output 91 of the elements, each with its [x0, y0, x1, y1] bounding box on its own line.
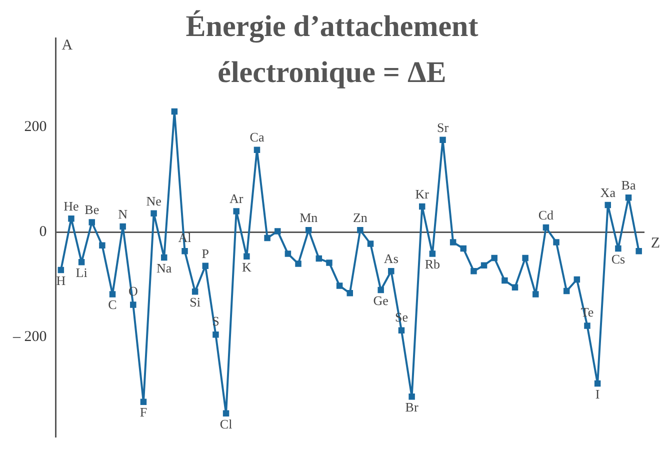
point: [140, 398, 147, 405]
point: [491, 254, 498, 262]
x-tick-label: I: [595, 386, 600, 402]
x-tick-label: Mn: [300, 210, 318, 226]
x-tick-label: Br: [405, 399, 419, 414]
point: [636, 248, 642, 254]
point: [99, 242, 106, 248]
point: [316, 255, 322, 262]
point: [625, 194, 632, 201]
point: [357, 227, 364, 234]
point: [460, 245, 467, 252]
point: [264, 234, 270, 242]
point: [584, 322, 590, 329]
x-tick-label: Xa: [600, 184, 616, 200]
point: [398, 327, 405, 334]
x-tick-label: Li: [76, 265, 88, 280]
point: [418, 203, 426, 210]
point: [182, 248, 188, 254]
point: [470, 268, 477, 274]
x-tick-label: P: [202, 246, 210, 261]
point: [130, 302, 136, 308]
point: [574, 276, 580, 283]
x-tick-label: Ar: [229, 191, 244, 206]
point: [254, 146, 260, 153]
point: [378, 286, 384, 294]
point: [604, 202, 611, 208]
x-tick-label: As: [384, 251, 398, 266]
x-tick-label: He: [64, 198, 80, 214]
point: [440, 136, 446, 143]
x-tick-label: Ne: [146, 193, 162, 208]
x-tick-label: Be: [84, 202, 100, 218]
point: [295, 260, 302, 267]
point: [78, 259, 85, 266]
point: [58, 266, 64, 274]
point: [192, 288, 198, 295]
point: [305, 227, 312, 234]
point: [336, 282, 343, 289]
point: [202, 262, 209, 269]
point: [160, 254, 168, 261]
x-tick-label: K: [242, 259, 252, 274]
x-tick-label: Cd: [538, 207, 554, 222]
point: [542, 224, 550, 231]
point: [522, 254, 528, 262]
point: [450, 239, 456, 246]
x-tick-label: Ca: [250, 130, 264, 145]
x-tick-label: Ge: [373, 292, 389, 308]
x-axis-title: Z: [650, 236, 660, 252]
point: [274, 228, 281, 234]
point: [388, 268, 394, 274]
x-tick-label: H: [56, 272, 66, 288]
point: [233, 208, 240, 214]
point: [512, 284, 518, 290]
point: [68, 215, 74, 222]
point: [326, 260, 332, 266]
point: [429, 250, 436, 257]
point: [150, 210, 157, 216]
point: [408, 393, 415, 400]
y-tick-label: 200: [24, 119, 47, 136]
point: [120, 223, 126, 230]
x-tick-label: F: [140, 404, 148, 420]
x-tick-label: Cl: [220, 416, 233, 432]
y-tick-label: – 200: [12, 329, 47, 346]
point: [367, 240, 374, 247]
x-tick-label: Rb: [424, 256, 440, 272]
point: [212, 332, 219, 338]
point: [284, 250, 292, 257]
y-tick-label: 0: [39, 224, 47, 240]
point: [532, 291, 539, 298]
x-tick-label: Kr: [415, 186, 430, 202]
point: [594, 380, 601, 387]
point: [88, 219, 95, 226]
x-tick-label: Na: [156, 260, 172, 276]
x-tick-label: C: [108, 297, 117, 312]
point: [563, 288, 570, 294]
x-tick-label: Zn: [352, 210, 368, 226]
x-tick-label: Cs: [611, 251, 626, 266]
point: [346, 290, 353, 296]
point: [222, 410, 230, 416]
point: [502, 277, 508, 284]
point: [244, 253, 250, 260]
chart-title: Énergie d’attachement électronique = ΔE: [184, 9, 480, 91]
x-tick-label: Si: [190, 294, 201, 310]
x-tick-label: N: [118, 206, 128, 222]
point: [171, 108, 178, 115]
y-axis-title: A: [62, 37, 73, 54]
point: [109, 291, 116, 298]
x-tick-label: Ba: [621, 178, 636, 193]
x-tick-label: Sr: [436, 120, 450, 135]
point: [615, 245, 622, 252]
point: [553, 239, 560, 246]
point: [480, 262, 488, 268]
